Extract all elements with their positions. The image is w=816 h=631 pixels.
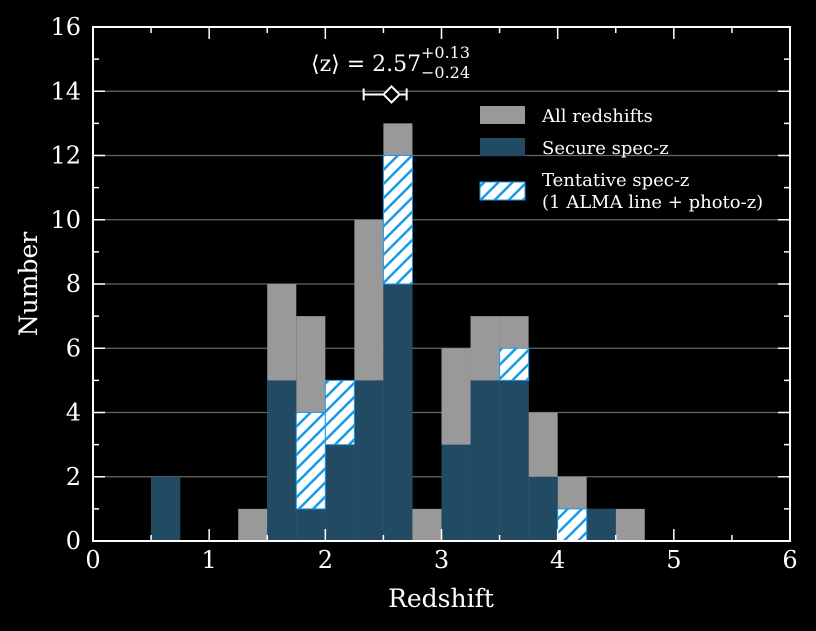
y-tick-label: 0 [66,527,81,555]
y-tick-label: 8 [66,270,81,298]
bar-secure-specz [383,284,413,541]
y-tick-label: 12 [50,142,81,170]
median-redshift-err-minus: −0.24 [421,63,470,82]
bar-tentative-specz [295,412,326,510]
legend-label-all: All redshifts [541,106,653,127]
y-tick-label: 14 [50,77,81,105]
bar-secure-specz [354,380,384,541]
x-tick-label: 5 [666,546,681,574]
legend: All redshifts Secure spec-z Tentative sp… [479,106,763,213]
bar-secure-specz [296,508,326,541]
x-tick-label: 0 [85,546,100,574]
axis-ticks [92,26,791,542]
x-axis-label: Redshift [388,584,494,613]
bar-tentative-specz [324,379,355,446]
legend-label-secure: Secure spec-z [542,138,669,159]
bar-all-redshifts [412,508,442,541]
median-redshift-errorbar [362,85,408,104]
y-tick-label: 10 [50,206,81,234]
bar-secure-specz [499,380,529,541]
bar-all-redshifts [615,508,645,541]
bar-secure-specz [151,476,181,541]
bar-secure-specz [470,380,500,541]
bar-all-redshifts [238,508,268,541]
x-tick-label: 4 [550,546,565,574]
y-tick-label: 16 [50,13,81,41]
median-redshift-label: ⟨z⟩ = 2.57 [311,52,421,77]
legend-label-tentative-line2: (1 ALMA line + photo-z) [542,192,763,213]
bar-secure-specz [586,508,616,541]
bar-tentative-specz [499,347,530,381]
bar-secure-specz [325,444,355,541]
legend-swatch-secure [480,138,525,156]
y-axis-label: Number [14,232,43,336]
bar-secure-specz [267,380,297,541]
x-tick-label: 1 [202,546,217,574]
legend-swatch-tentative [479,181,526,201]
y-tick-label: 4 [66,399,81,427]
bar-secure-specz [441,444,471,541]
x-tick-label: 2 [318,546,333,574]
bar-tentative-specz [382,155,413,285]
median-redshift-err-plus: +0.13 [421,43,470,62]
legend-swatch-all [480,106,525,124]
bar-tentative-specz [557,508,588,542]
bar-secure-specz [528,476,558,541]
x-tick-label: 6 [782,546,797,574]
y-tick-label: 6 [66,334,81,362]
tentative-specz-bars [295,155,588,542]
legend-label-tentative-line1: Tentative spec-z [542,170,689,191]
secure-specz-bars [151,284,616,541]
median-redshift-annotation: ⟨z⟩ = 2.57 +0.13 −0.24 [311,43,470,82]
x-tick-label: 3 [434,546,449,574]
y-tick-label: 2 [66,463,81,491]
median-diamond-marker [382,85,401,104]
